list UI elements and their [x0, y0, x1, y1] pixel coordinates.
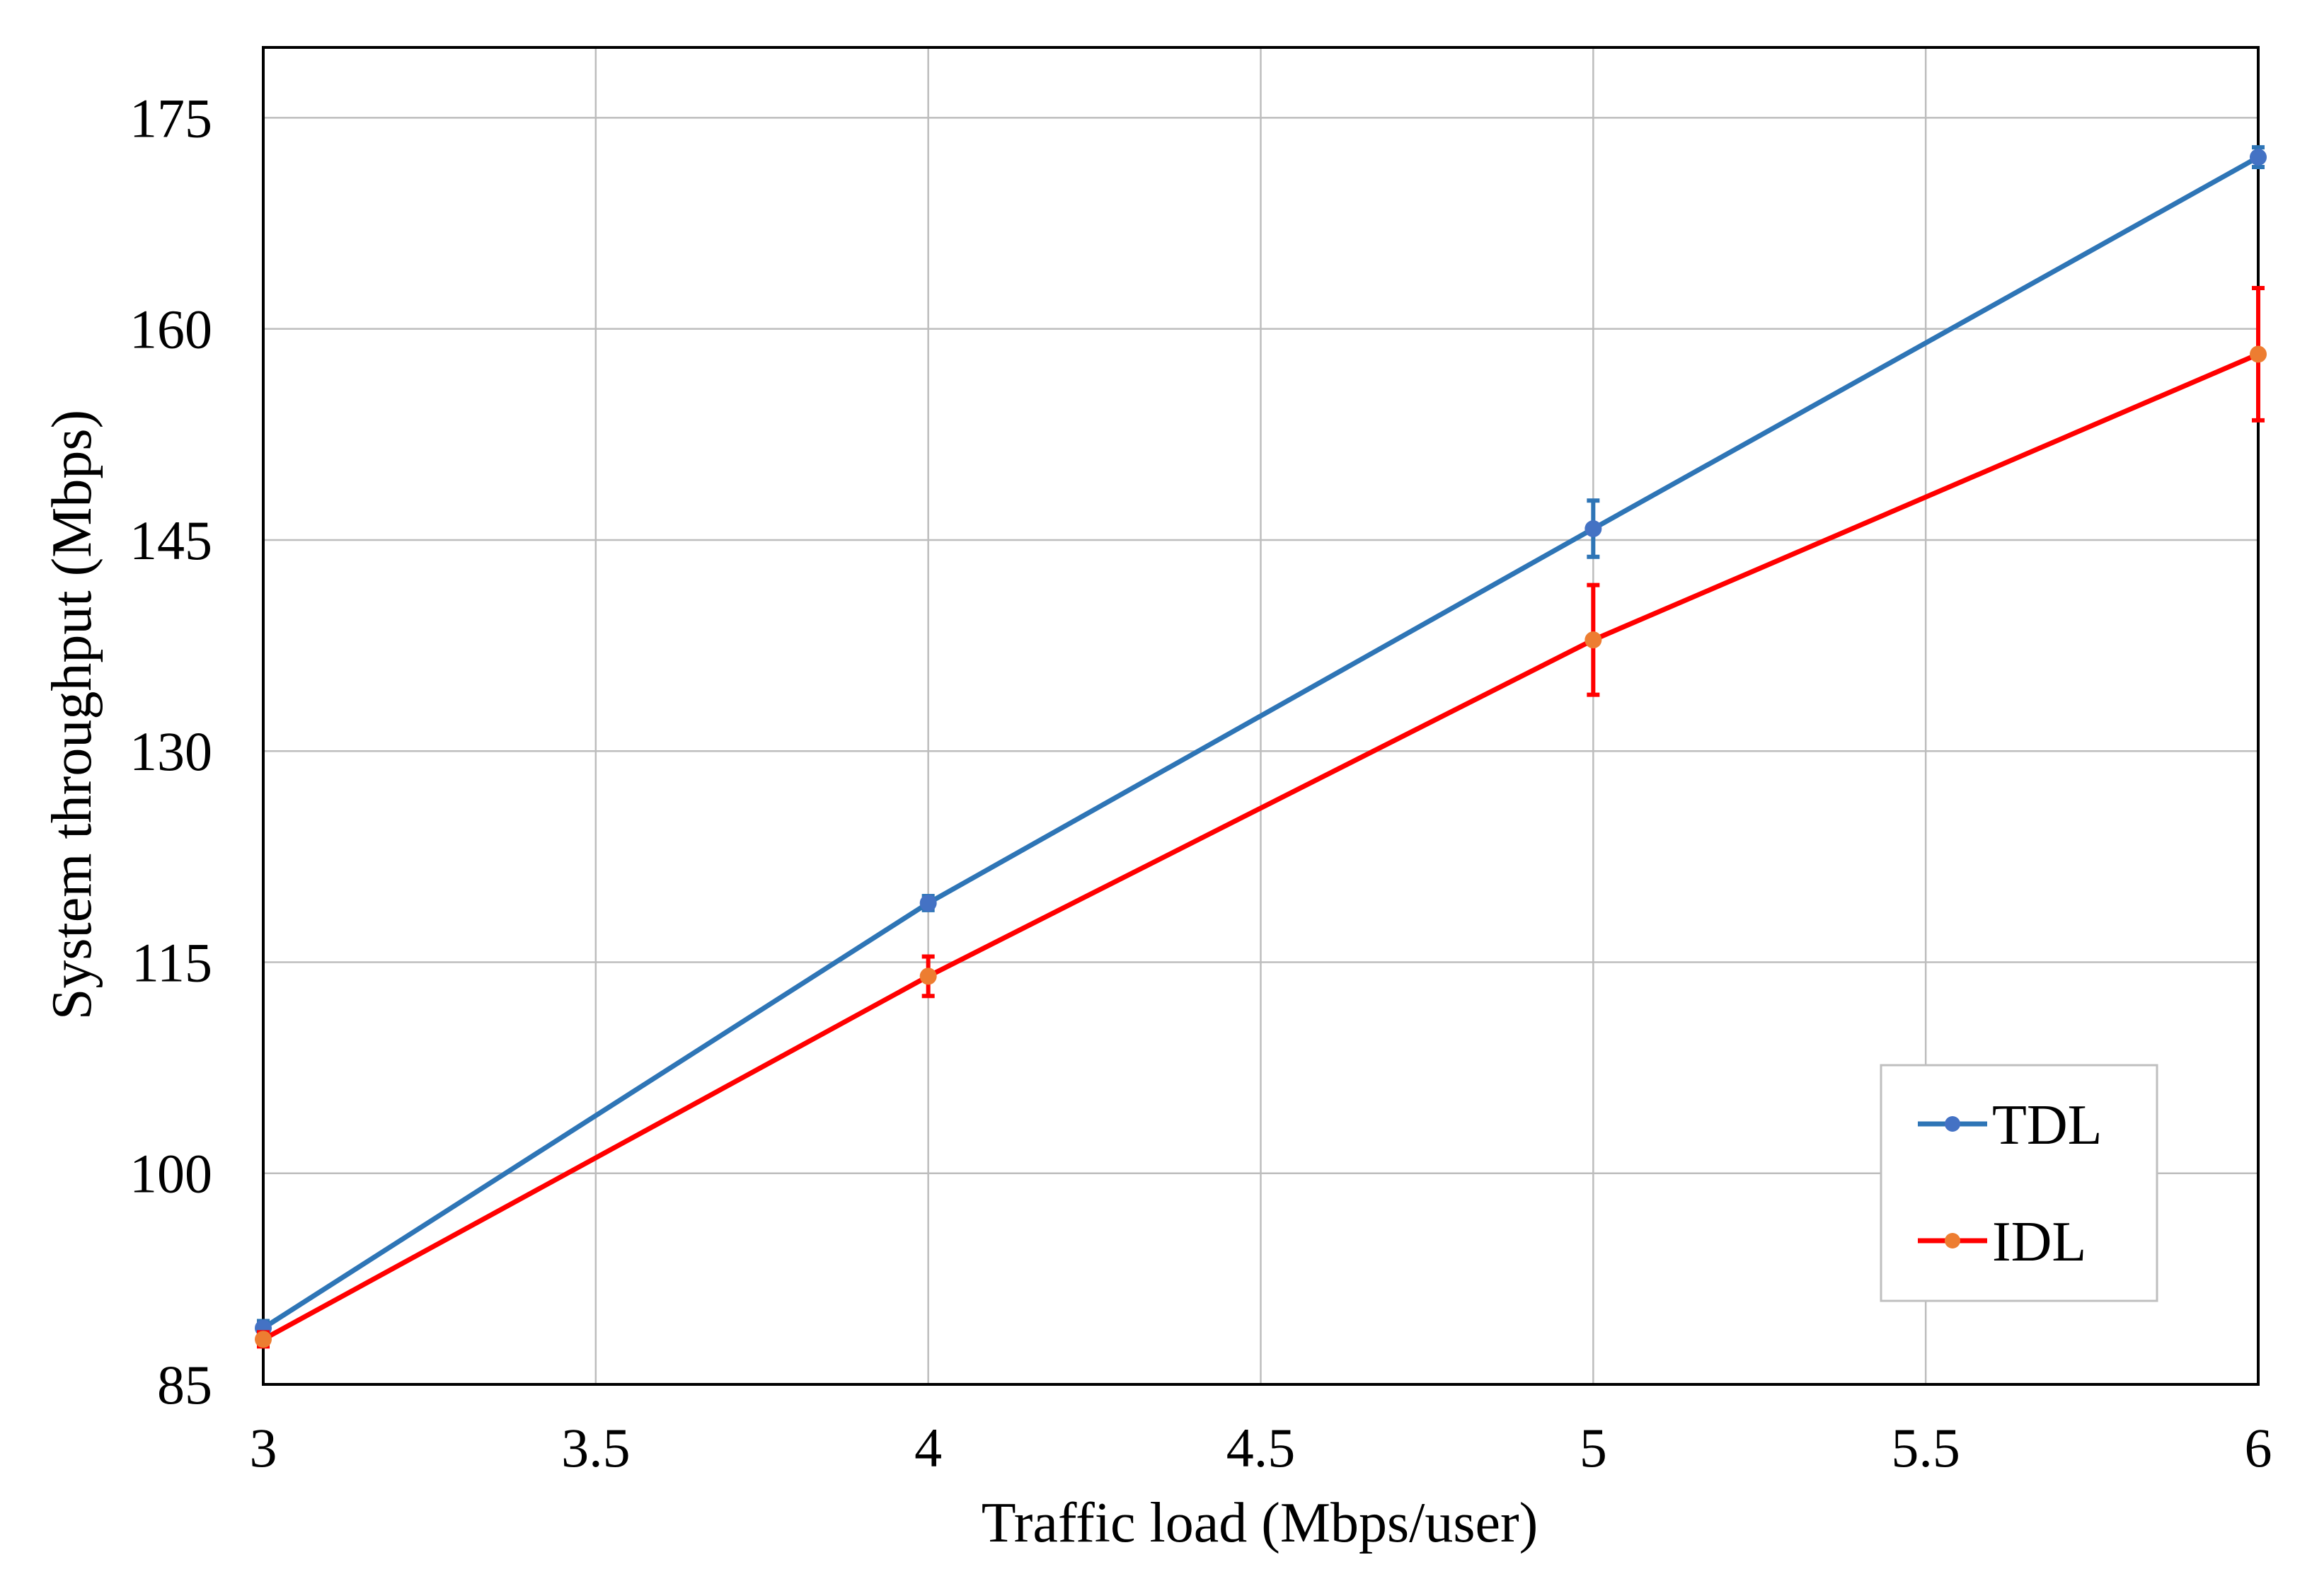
- y-axis-label: System throughput (Mbps): [41, 410, 103, 1020]
- legend-item-idl: IDL: [1918, 1211, 2086, 1273]
- data-point: [1585, 520, 1602, 538]
- legend-item-tdl: TDL: [1918, 1094, 2103, 1156]
- legend-swatch-marker: [1945, 1116, 1960, 1132]
- y-tick-label: 115: [132, 931, 212, 993]
- legend-swatch-marker: [1945, 1233, 1960, 1248]
- series-line-idl: [262, 352, 2260, 1342]
- x-axis-tick-labels: 3 3.5 4 4.5 5 5.5 6: [250, 1417, 2272, 1479]
- data-point: [2250, 149, 2267, 166]
- x-tick-label: 3.5: [561, 1417, 631, 1479]
- data-point: [255, 1331, 272, 1348]
- x-tick-label: 5: [1580, 1417, 1607, 1479]
- data-series: [255, 145, 2267, 1349]
- plot-frame: [262, 46, 2260, 1386]
- x-tick-label: 5.5: [1891, 1417, 1960, 1479]
- y-tick-label: 130: [130, 721, 212, 782]
- y-tick-label: 100: [130, 1143, 212, 1205]
- data-point: [919, 894, 937, 912]
- legend: TDL IDL: [1880, 1064, 2158, 1302]
- y-axis-tick-labels: 85 100 115 130 145 160 175: [130, 87, 212, 1416]
- legend-label: IDL: [1992, 1211, 2086, 1273]
- legend-items: TDL IDL: [1918, 1094, 2103, 1273]
- y-tick-label: 175: [130, 87, 212, 149]
- legend-label: TDL: [1992, 1094, 2103, 1156]
- x-tick-label: 4.5: [1226, 1417, 1296, 1479]
- x-tick-label: 3: [250, 1417, 277, 1479]
- series-line-tdl: [262, 155, 2260, 1331]
- data-point: [2250, 345, 2267, 363]
- x-tick-label: 4: [914, 1417, 942, 1479]
- legend-box: [1880, 1064, 2158, 1302]
- y-tick-label: 145: [130, 510, 212, 571]
- data-point: [1585, 631, 1602, 649]
- x-axis-label: Traffic load (Mbps/user): [982, 1492, 1539, 1554]
- data-point: [919, 968, 937, 985]
- grid-lines: [262, 47, 2260, 1386]
- y-tick-label: 160: [130, 299, 212, 360]
- x-tick-label: 6: [2245, 1417, 2272, 1479]
- series-idl: [255, 286, 2267, 1349]
- series-tdl: [255, 145, 2267, 1338]
- y-tick-label: 85: [157, 1354, 212, 1416]
